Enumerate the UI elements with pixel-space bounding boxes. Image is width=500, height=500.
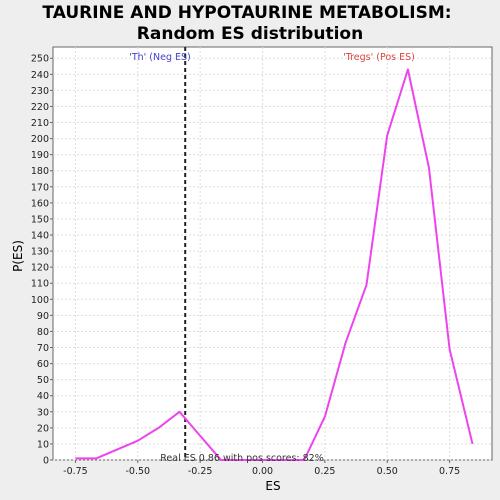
y-tick-label: 40: [37, 391, 49, 402]
y-tick-label: 70: [37, 343, 49, 354]
y-tick-label: 170: [31, 182, 49, 193]
y-tick-label: 120: [31, 263, 49, 274]
x-tick-label: 0.75: [439, 466, 460, 477]
neg-es-label: 'Th' (Neg ES): [129, 52, 191, 63]
y-axis-label: P(ES): [11, 240, 25, 272]
chart-title-line2: Random ES distribution: [137, 24, 363, 44]
y-tick-label: 210: [31, 118, 49, 129]
y-tick-label: 10: [37, 439, 49, 450]
y-tick-label: 50: [37, 375, 49, 386]
y-tick-label: 20: [37, 423, 49, 434]
y-tick-label: 220: [31, 102, 49, 113]
x-tick-label: -0.50: [126, 466, 151, 477]
y-tick-label: 140: [31, 231, 49, 242]
es-distribution-series-line: [75, 68, 474, 461]
y-tick-label: 60: [37, 359, 49, 370]
x-tick-label: -0.25: [188, 466, 213, 477]
y-tick-label: 150: [31, 214, 49, 225]
x-tick-label: -0.75: [63, 466, 88, 477]
y-tick-label: 230: [31, 86, 49, 97]
pos-es-label: 'Tregs' (Pos ES): [343, 52, 415, 63]
chart-title-line1: TAURINE AND HYPOTAURINE METABOLISM:: [42, 3, 451, 23]
real-es-note: Real ES 0.86 with pos scores: 82%: [160, 453, 324, 464]
y-tick-label: 160: [31, 198, 49, 209]
y-tick-label: 190: [31, 150, 49, 161]
y-tick-label: 100: [31, 295, 49, 306]
y-axis-ticks: 0 10 20 30 40 50 60 70 80 90 100 110 120 130 140 150 160…: [31, 54, 53, 467]
y-tick-label: 30: [37, 407, 49, 418]
x-tick-label: 0.00: [252, 466, 273, 477]
y-tick-label: 110: [31, 279, 49, 290]
plot-area: [52, 46, 493, 461]
y-tick-label: 0: [43, 456, 49, 467]
x-tick-label: 0.50: [377, 466, 398, 477]
y-tick-label: 240: [31, 70, 49, 81]
y-tick-label: 180: [31, 166, 49, 177]
y-tick-label: 250: [31, 54, 49, 65]
x-axis-label: ES: [265, 479, 280, 493]
y-tick-label: 90: [37, 311, 49, 322]
y-tick-label: 200: [31, 134, 49, 145]
y-tick-label: 80: [37, 327, 49, 338]
x-axis-ticks: -0.75 -0.50 -0.25 0.00 0.25 0.50 0.75: [63, 460, 460, 477]
y-tick-label: 130: [31, 247, 49, 258]
x-tick-label: 0.25: [314, 466, 335, 477]
